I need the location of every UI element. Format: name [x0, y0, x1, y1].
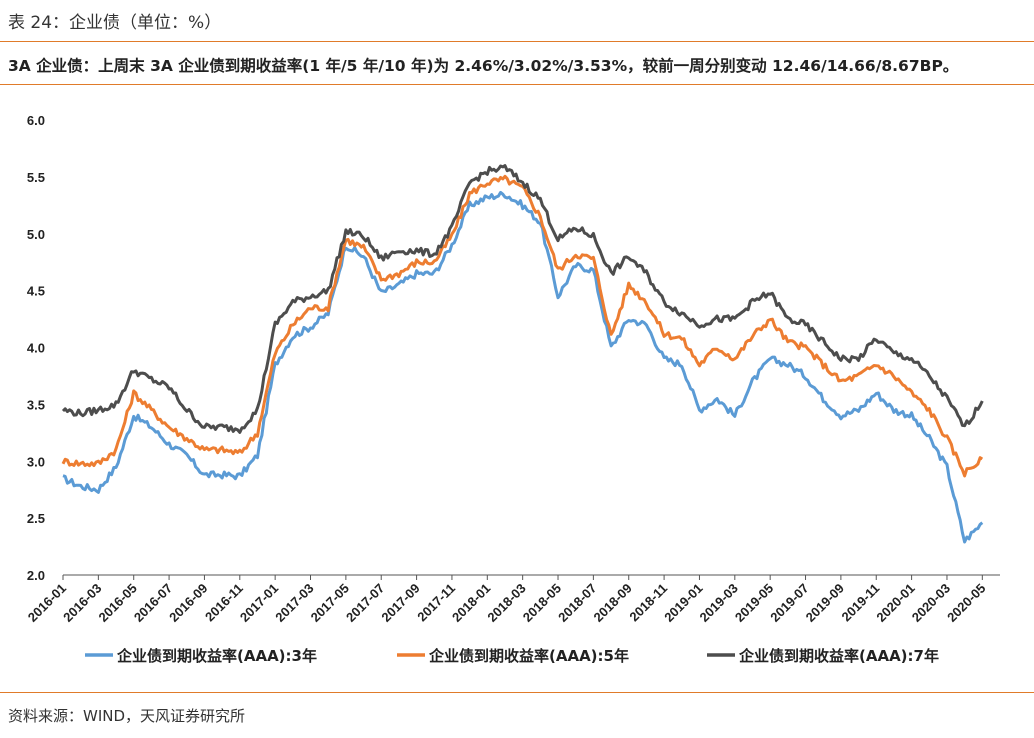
yield-line-chart: 6.05.55.04.54.03.53.02.52.0 2016-012016-… [25, 113, 1000, 665]
x-tick-label: 2020-03 [909, 581, 953, 625]
x-tick-label: 2019-03 [697, 581, 741, 625]
legend-item: 企业债到期收益率(AAA):7年 [707, 647, 939, 665]
subtitle-rule [0, 84, 1034, 85]
table-caption: 表 24：企业债（单位：%） [8, 13, 222, 33]
x-tick-label: 2019-07 [767, 581, 811, 625]
series-line-7y [61, 164, 984, 434]
top-rule [0, 41, 1034, 42]
x-tick-label: 2016-05 [95, 581, 139, 625]
y-tick-label: 4.0 [27, 341, 45, 356]
x-tick-label: 2017-05 [308, 581, 352, 625]
y-tick-label: 5.5 [27, 170, 45, 185]
x-tick-label: 2019-01 [661, 581, 705, 625]
x-tick-label: 2016-01 [25, 581, 69, 625]
x-tick-label: 2019-05 [732, 581, 776, 625]
x-tick-label: 2016-03 [60, 581, 104, 625]
chart-legend: 企业债到期收益率(AAA):3年 企业债到期收益率(AAA):5年 企业债到期收益率… [85, 647, 939, 665]
y-tick-label: 2.0 [27, 568, 45, 583]
legend-label: 企业债到期收益率(AAA):7年 [738, 647, 939, 665]
x-tick-label: 2018-01 [449, 581, 493, 625]
x-axis: 2016-012016-032016-052016-072016-092016-… [25, 574, 1000, 625]
y-tick-label: 3.5 [27, 397, 45, 412]
y-tick-label: 2.5 [27, 511, 45, 526]
y-tick-label: 5.0 [27, 227, 45, 242]
x-tick-label: 2016-07 [131, 581, 175, 625]
x-tick-label: 2018-09 [591, 581, 635, 625]
legend-item: 企业债到期收益率(AAA):5年 [397, 647, 629, 665]
footer-rule [0, 692, 1034, 693]
y-tick-label: 3.0 [27, 454, 45, 469]
series-line-3y [62, 190, 984, 544]
x-tick-label: 2020-05 [944, 581, 988, 625]
x-tick-label: 2017-07 [343, 581, 387, 625]
legend-label: 企业债到期收益率(AAA):5年 [428, 647, 629, 665]
x-tick-label: 2017-09 [378, 581, 422, 625]
x-tick-label: 2018-07 [555, 581, 599, 625]
x-tick-label: 2020-01 [873, 581, 917, 625]
y-tick-label: 6.0 [27, 113, 45, 128]
series-layer [61, 164, 984, 544]
legend-label: 企业债到期收益率(AAA):3年 [116, 647, 317, 665]
x-tick-label: 2017-01 [237, 581, 281, 625]
chart-subtitle: 3A 企业债：上周末 3A 企业债到期收益率(1 年/5 年/10 年)为 2.… [8, 57, 959, 75]
y-tick-label: 4.5 [27, 284, 45, 299]
source-note: 资料来源：WIND，天风证券研究所 [8, 707, 246, 725]
y-axis: 6.0 5.5 5.0 4.5 4.0 3.5 3.0 2.5 2.0 [27, 113, 45, 583]
x-tick-label: 2019-09 [803, 581, 847, 625]
x-tick-label: 2016-09 [166, 581, 210, 625]
x-tick-label: 2017-03 [272, 581, 316, 625]
x-tick-label: 2018-03 [484, 581, 528, 625]
series-line-5y [61, 174, 984, 478]
x-tick-label: 2018-05 [520, 581, 564, 625]
legend-item: 企业债到期收益率(AAA):3年 [85, 647, 317, 665]
